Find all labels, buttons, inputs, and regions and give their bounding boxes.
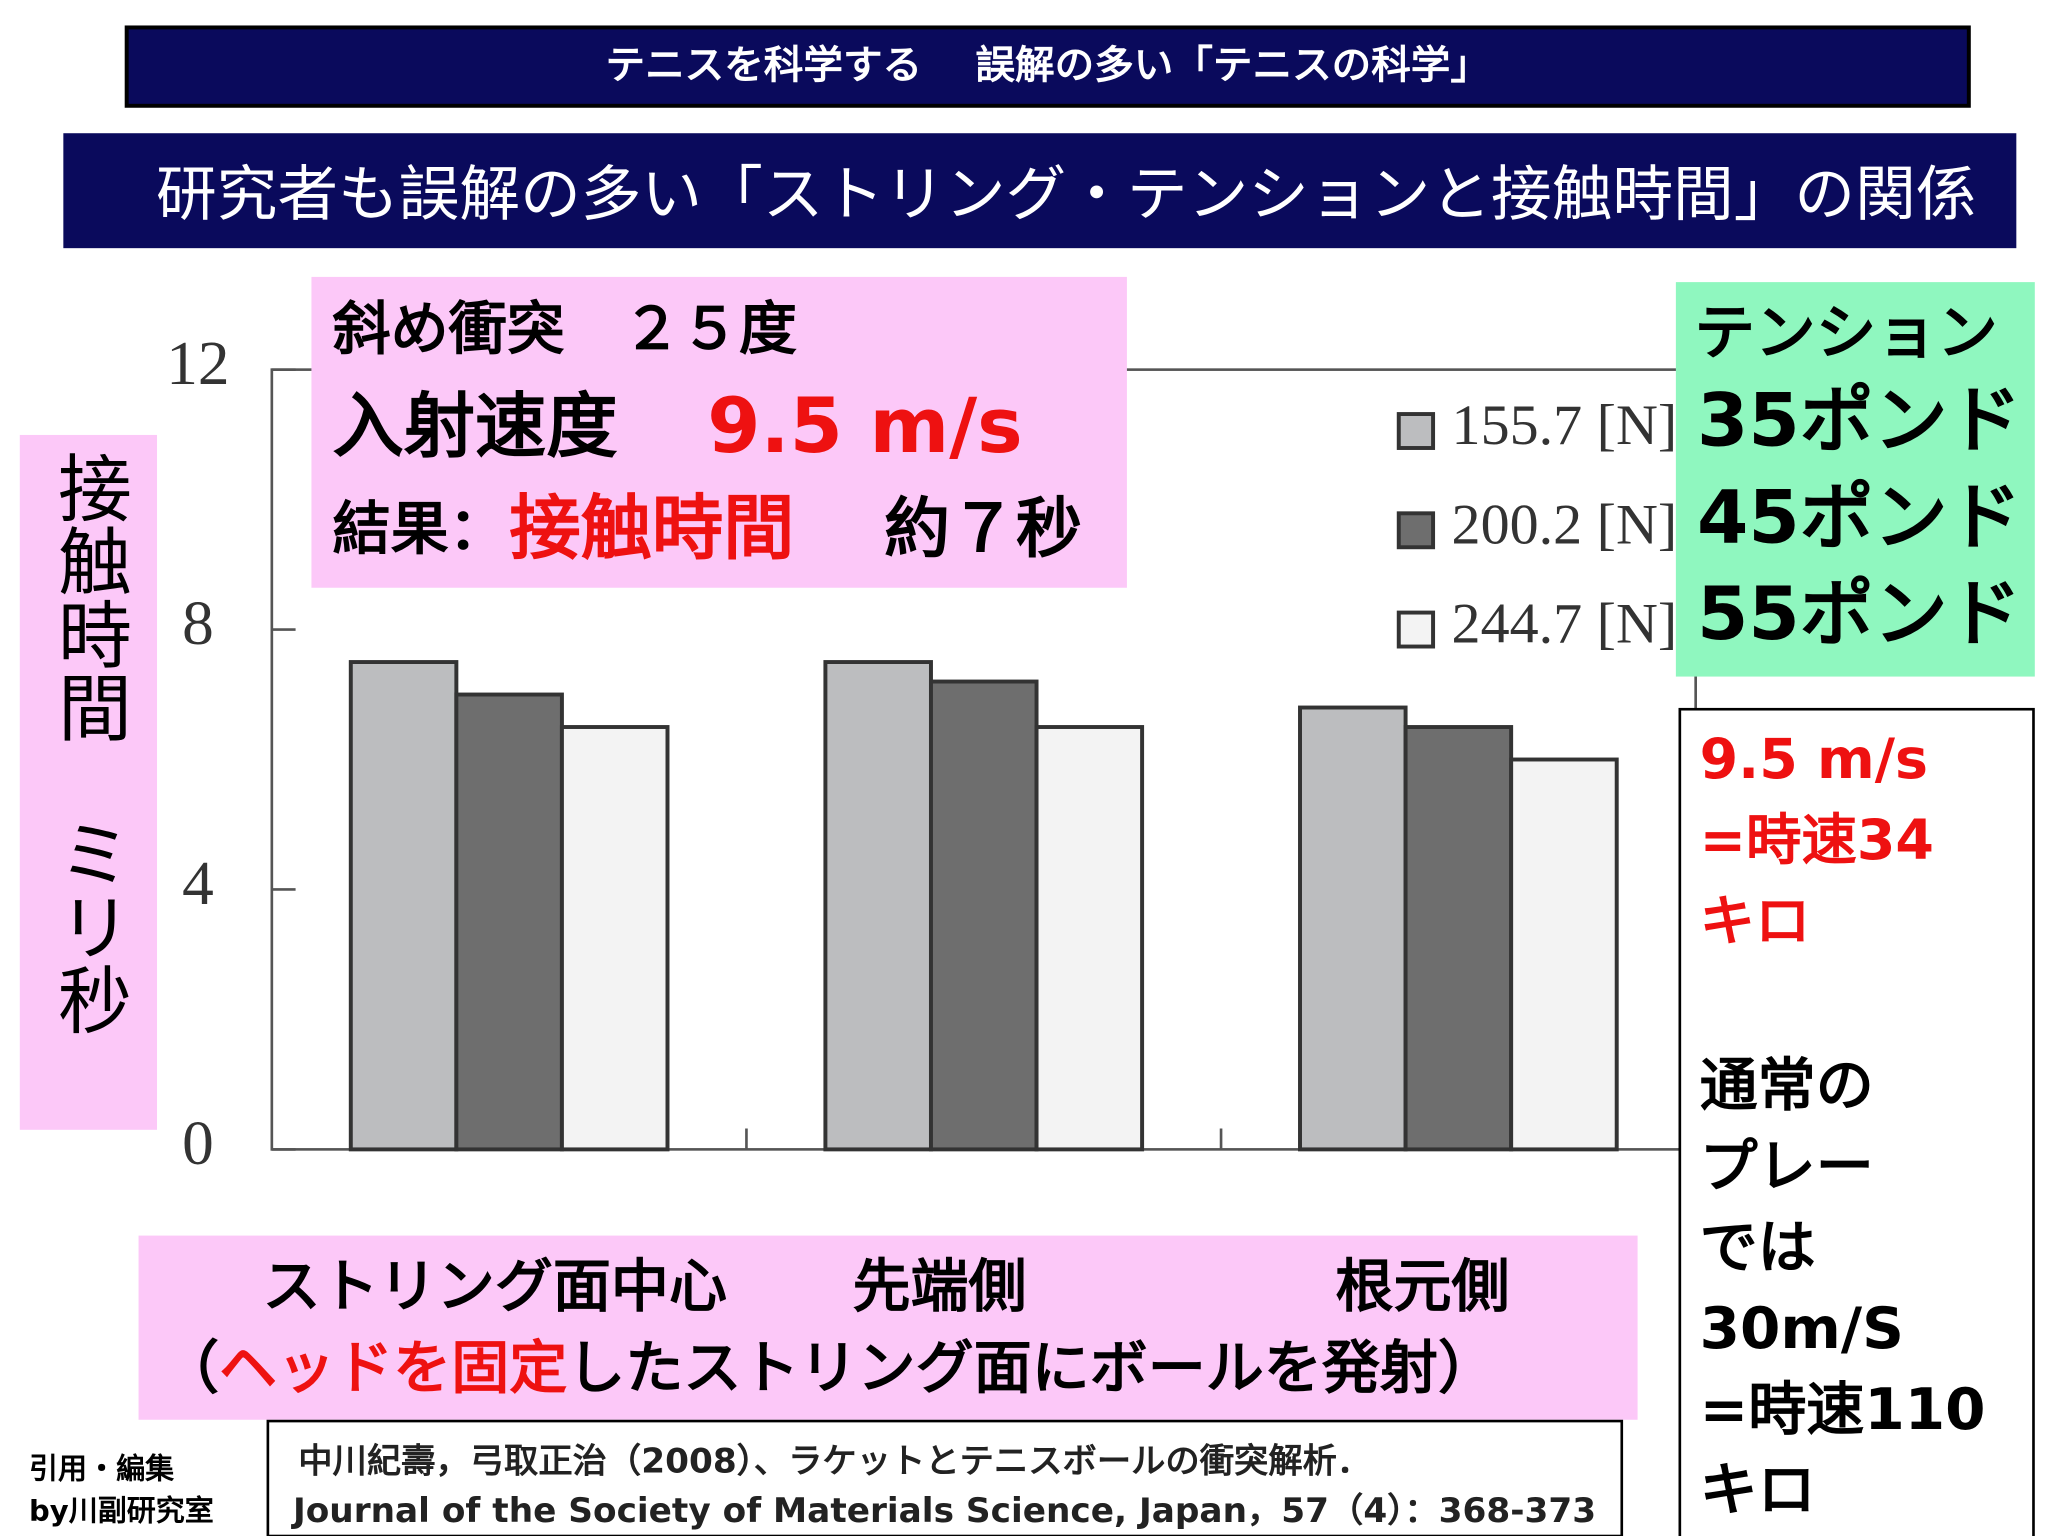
legend-label: 200.2 [N] [1452,494,1678,557]
tension-title: テンション [1694,299,1997,369]
method-text: （ヘッドを固定したストリング面にボールを発射） [161,1333,1496,1401]
tension-item: 45ポンド [1697,476,2022,561]
legend-label: 244.7 [N] [1452,593,1678,656]
header: テニスを科学する 誤解の多い「テニスの科学」 [606,43,1490,89]
credit: by川副研究室 [29,1494,214,1528]
tension-item: 55ポンド [1697,572,2022,657]
y-tick-label: 8 [182,588,214,658]
speed-note: では [1700,1213,1816,1281]
legend-swatch [1396,610,1436,649]
bar [928,679,1039,1152]
bar [1509,757,1619,1152]
x-category-label: ストリング面中心 [263,1252,727,1320]
bar [1298,705,1408,1152]
conditions-box [311,276,1127,588]
x-category-label: 先端側 [852,1252,1026,1320]
result-value: 接触時間 [509,487,794,570]
bar [1403,725,1514,1152]
conditions-line: 斜め衝突 ２５度 [333,295,798,363]
bar [1034,725,1145,1152]
y-tick-label: 0 [182,1108,214,1178]
speed-note: キロ [1700,1456,1816,1524]
citation: Journal of the Society of Materials Scie… [291,1491,1596,1531]
bar [559,725,670,1152]
speed-note-red: 9.5 m/s [1700,728,1928,792]
tension-item: 35ポンド [1697,379,2022,464]
speed-label: 入射速度 [333,385,618,468]
speed-note: 通常の [1700,1051,1874,1119]
y-tick-label: 12 [166,328,229,398]
bar [823,660,933,1152]
speed-note-red: キロ [1700,890,1811,954]
method-red: ヘッドを固定 [219,1333,568,1401]
bar [348,660,459,1152]
bar [454,692,564,1152]
legend-swatch [1396,412,1436,450]
y-label: 接触時間 ミリ秒 [46,451,131,1036]
header-bar [124,25,1971,108]
speed-value: 9.5 m/s [707,381,1022,470]
y-tick-label: 4 [182,848,214,918]
speed-note-red: =時速34 [1700,809,1934,873]
y-label-box [19,434,158,1130]
result-note: 約７秒 [884,491,1082,567]
legend-label: 155.7 [N] [1452,394,1678,457]
method-rest: したストリング面にボールを発射） [567,1333,1496,1401]
speed-note-box [1678,707,2035,1536]
legend-swatch [1396,511,1436,550]
speed-note: プレー [1700,1132,1874,1200]
speed-note: 30m/S [1700,1294,1904,1362]
credit: 引用・編集 [29,1452,174,1486]
x-category-label: 根元側 [1335,1252,1509,1320]
title: 研究者も誤解の多い「ストリング・テンションと接触時間」の関係 [156,160,1977,230]
citation: 中川紀壽，弓取正治（2008）、ラケットとテニスボールの衝突解析． [298,1441,1371,1481]
title-bar [63,133,2017,249]
tension-box [1675,282,2035,677]
speed-note: =時速110 [1700,1375,1986,1443]
result-label: 結果： [333,495,507,563]
method-open: （ [161,1333,219,1401]
category-box [138,1235,1638,1420]
citation-box [266,1419,1624,1536]
